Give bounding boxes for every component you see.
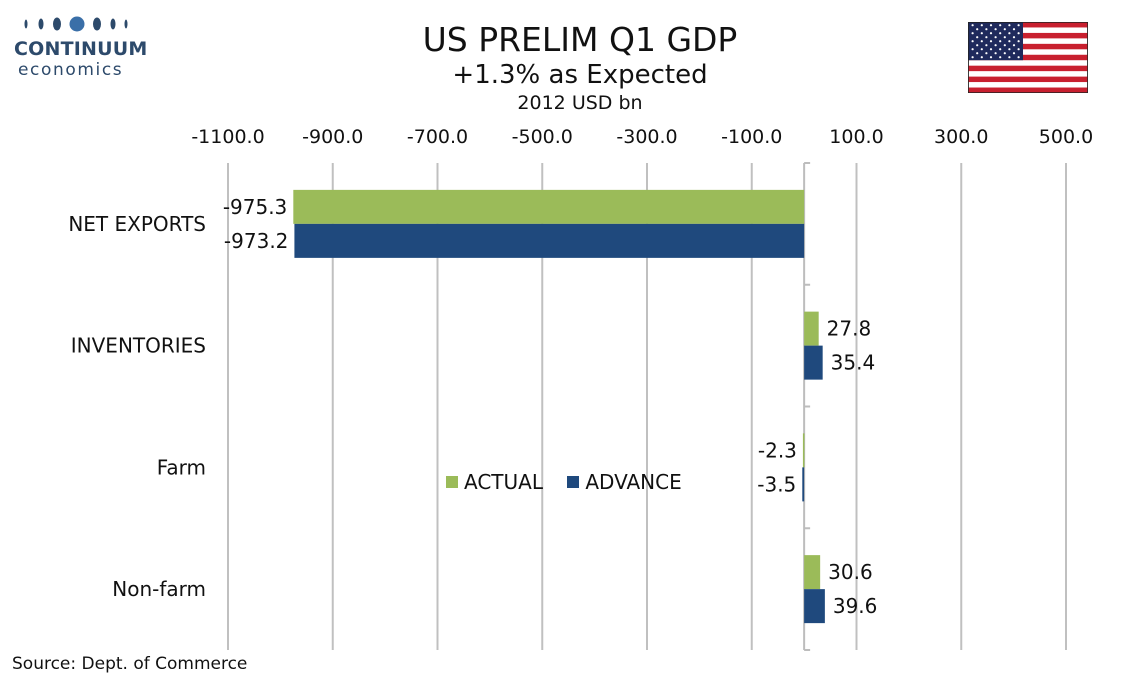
category-label: Non-farm bbox=[112, 577, 206, 601]
x-tick-label: -700.0 bbox=[407, 126, 468, 148]
us-flag-icon bbox=[968, 22, 1088, 93]
x-tick-label: -500.0 bbox=[512, 126, 573, 148]
data-label: 27.8 bbox=[827, 317, 872, 341]
brand-logo: CONTINUUM economics bbox=[14, 14, 147, 80]
bar-advance bbox=[802, 467, 805, 502]
logo-dots-icon bbox=[24, 16, 128, 32]
bar-actual bbox=[802, 433, 805, 468]
bar-advance bbox=[804, 345, 823, 380]
data-label: 39.6 bbox=[833, 594, 878, 618]
chart-title: US PRELIM Q1 GDP bbox=[422, 20, 738, 59]
x-tick-label: -1100.0 bbox=[191, 126, 264, 148]
bar-chart: -1100.0 -900.0 -700.0 -500.0 -300.0 -100.0 100… bbox=[68, 126, 1093, 651]
bar-advance bbox=[294, 223, 805, 258]
legend-item-actual: ACTUAL bbox=[446, 470, 543, 494]
bar-actual bbox=[293, 189, 805, 224]
data-label: -3.5 bbox=[757, 472, 796, 496]
legend-swatch-actual bbox=[446, 476, 458, 488]
bar-actual bbox=[804, 311, 819, 346]
legend-label-actual: ACTUAL bbox=[464, 470, 543, 494]
x-tick-label: -900.0 bbox=[302, 126, 363, 148]
data-label: -975.3 bbox=[223, 195, 287, 219]
data-label: -973.2 bbox=[224, 229, 288, 253]
data-label: 30.6 bbox=[828, 560, 873, 584]
x-tick-label: 500.0 bbox=[1039, 126, 1093, 148]
chart-subtitle: +1.3% as Expected bbox=[452, 60, 708, 90]
legend-item-advance: ADVANCE bbox=[567, 470, 682, 494]
legend-label-advance: ADVANCE bbox=[585, 470, 682, 494]
x-tick-label: 300.0 bbox=[934, 126, 988, 148]
brand-name: CONTINUUM bbox=[14, 38, 148, 60]
data-label: -2.3 bbox=[758, 438, 797, 462]
legend-swatch-advance bbox=[567, 476, 580, 488]
x-tick-label: -100.0 bbox=[721, 126, 782, 148]
category-label: INVENTORIES bbox=[71, 334, 206, 358]
chart-legend: ACTUAL ADVANCE bbox=[446, 470, 700, 496]
x-tick-label: 100.0 bbox=[829, 126, 883, 148]
chart-units: 2012 USD bn bbox=[517, 92, 643, 114]
category-label: Farm bbox=[157, 455, 206, 479]
bar-advance bbox=[804, 589, 825, 624]
brand-sub: economics bbox=[18, 60, 124, 80]
bar-actual bbox=[804, 555, 821, 590]
data-label: 35.4 bbox=[831, 351, 876, 375]
source-note: Source: Dept. of Commerce bbox=[12, 654, 248, 674]
x-tick-label: -300.0 bbox=[616, 126, 677, 148]
category-label: NET EXPORTS bbox=[68, 212, 206, 236]
